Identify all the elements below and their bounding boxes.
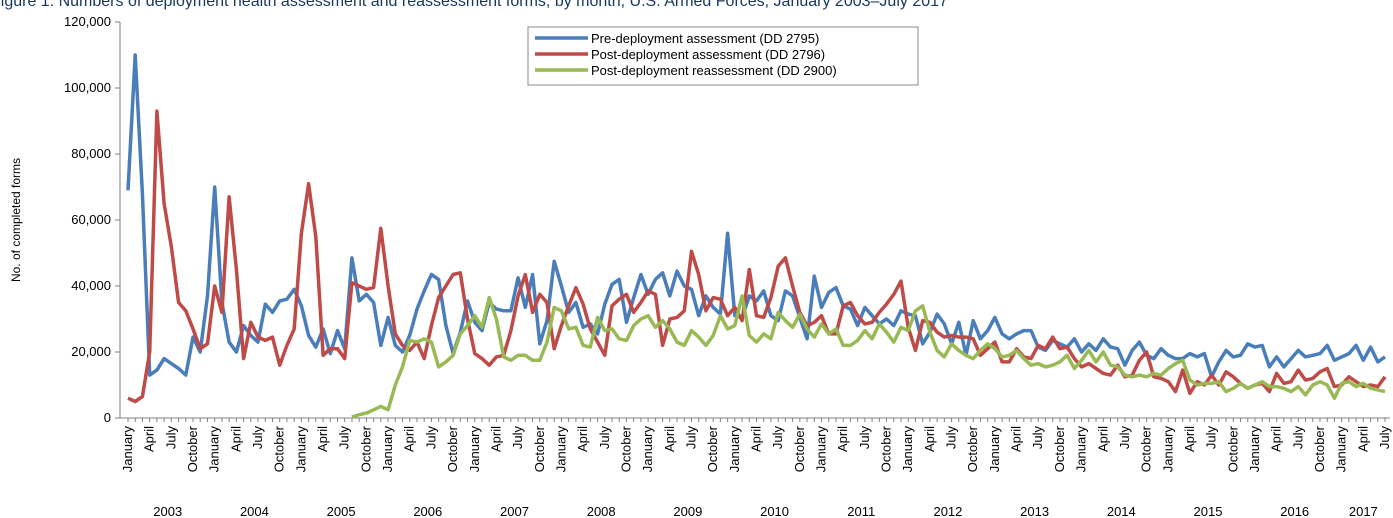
series-line: [127, 109, 1387, 404]
x-tick-label: April: [1095, 426, 1110, 452]
year-label: 2011: [847, 504, 875, 518]
x-tick-label: January: [467, 426, 482, 473]
x-tick-label: October: [272, 425, 287, 472]
x-tick-label: July: [250, 426, 265, 450]
year-label: 2004: [240, 504, 269, 518]
y-tick-label: 20,000: [71, 344, 111, 359]
x-tick-label: April: [315, 426, 330, 452]
year-label: 2005: [327, 504, 356, 518]
x-tick-label: October: [705, 425, 720, 472]
x-tick-label: April: [1269, 426, 1284, 452]
x-tick-label: October: [879, 425, 894, 472]
x-tick-label: January: [553, 426, 568, 473]
x-tick-label: April: [749, 426, 764, 452]
x-tick-label: January: [293, 426, 308, 473]
legend-box: [527, 26, 919, 86]
year-label: 2003: [153, 504, 182, 518]
x-tick-label: July: [1030, 426, 1045, 450]
x-tick-label: January: [1334, 426, 1349, 473]
x-tick-label: April: [835, 426, 850, 452]
x-tick-label: January: [814, 426, 829, 473]
x-tick-label: April: [1355, 426, 1370, 452]
year-label: 2009: [673, 504, 702, 518]
x-tick-label: July: [1117, 426, 1132, 450]
x-tick-label: July: [770, 426, 785, 450]
x-tick-label: April: [662, 426, 677, 452]
year-label: 2015: [1194, 504, 1223, 518]
year-label: 2012: [933, 504, 962, 518]
x-tick-label: October: [1312, 425, 1327, 472]
x-tick-label: April: [402, 426, 417, 452]
x-tick-label: October: [1052, 425, 1067, 472]
x-tick-label: January: [1074, 426, 1089, 473]
x-tick-label: October: [532, 425, 547, 472]
x-tick-label: October: [1139, 425, 1154, 472]
year-label: 2006: [413, 504, 442, 518]
series-line: [351, 294, 1386, 419]
x-tick-label: April: [488, 426, 503, 452]
year-label: 2017: [1349, 504, 1378, 518]
x-tick-label: October: [445, 425, 460, 472]
x-tick-label: July: [944, 426, 959, 450]
x-tick-label: April: [142, 426, 157, 452]
x-tick-label: January: [987, 426, 1002, 473]
x-tick-label: October: [1225, 425, 1240, 472]
x-tick-label: January: [380, 426, 395, 473]
y-tick-label: 120,000: [64, 14, 111, 29]
year-label: 2008: [587, 504, 616, 518]
x-tick-label: April: [1009, 426, 1024, 452]
x-tick-label: July: [1290, 426, 1305, 450]
x-tick-label: January: [727, 426, 742, 473]
x-tick-label: January: [207, 426, 222, 473]
x-tick-label: July: [683, 426, 698, 450]
x-tick-label: July: [857, 426, 872, 450]
y-axis-label: No. of completed forms: [9, 158, 23, 282]
x-tick-label: January: [1247, 426, 1262, 473]
x-tick-label: January: [120, 426, 135, 473]
year-label: 2010: [760, 504, 789, 518]
x-tick-label: July: [337, 426, 352, 450]
y-tick-label: 80,000: [71, 146, 111, 161]
x-tick-label: July: [597, 426, 612, 450]
x-tick-label: October: [965, 425, 980, 472]
chart-title: Figure 1. Numbers of deployment health a…: [0, 0, 948, 10]
y-tick-label: 40,000: [71, 278, 111, 293]
year-label: 2014: [1107, 504, 1136, 518]
x-tick-label: October: [185, 425, 200, 472]
x-tick-label: April: [1182, 426, 1197, 452]
legend-label: Post-deployment assessment (DD 2796): [591, 47, 825, 62]
x-tick-label: July: [1377, 426, 1392, 450]
legend-label: Post-deployment reassessment (DD 2900): [591, 63, 837, 78]
year-label: 2013: [1020, 504, 1049, 518]
x-tick-label: July: [510, 426, 525, 450]
x-tick-label: January: [1160, 426, 1175, 473]
x-tick-label: October: [618, 425, 633, 472]
x-tick-label: October: [792, 425, 807, 472]
x-tick-label: April: [228, 426, 243, 452]
legend-label: Pre-deployment assessment (DD 2795): [591, 31, 819, 46]
x-tick-label: October: [358, 425, 373, 472]
series-line: [126, 53, 1386, 379]
x-tick-label: April: [575, 426, 590, 452]
x-tick-label: July: [163, 426, 178, 450]
y-tick-label: 60,000: [71, 212, 111, 227]
x-tick-label: July: [1204, 426, 1219, 450]
x-tick-label: January: [900, 426, 915, 473]
x-tick-label: April: [922, 426, 937, 452]
year-label: 2016: [1280, 504, 1309, 518]
y-tick-label: 0: [104, 410, 111, 425]
y-tick-label: 100,000: [64, 80, 111, 95]
x-tick-label: July: [423, 426, 438, 450]
x-tick-label: January: [640, 426, 655, 473]
year-label: 2007: [500, 504, 529, 518]
